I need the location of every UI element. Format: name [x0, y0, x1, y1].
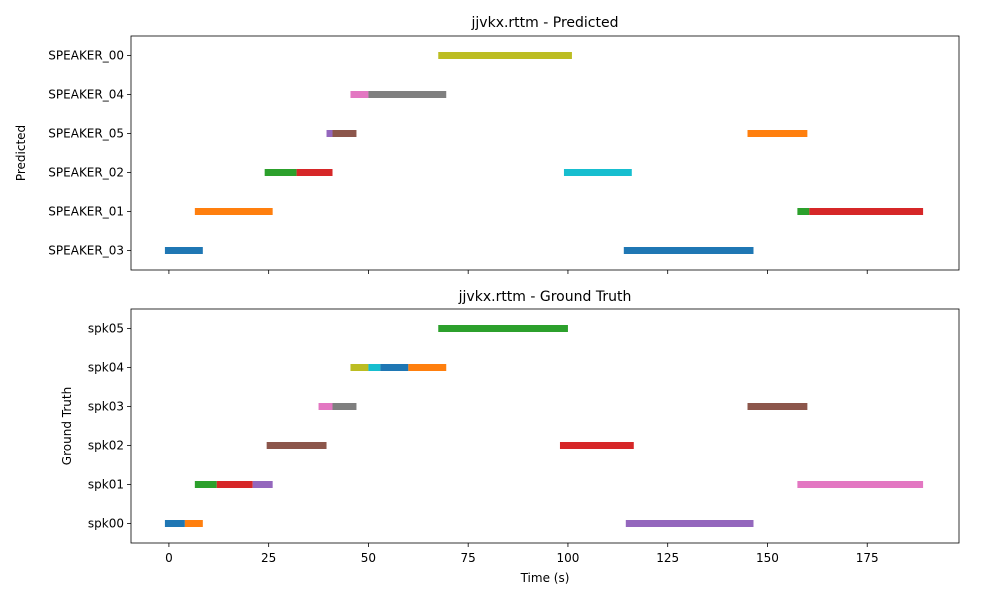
ground-truth-ytick-label-spk00: spk00: [88, 517, 124, 531]
ground-truth-segment-spk04-9: [368, 364, 381, 371]
ground-truth-title: jjvkx.rttm - Ground Truth: [458, 289, 632, 305]
predicted-panel: jjvkx.rttm - Predicted Predicted SPEAKER…: [14, 15, 960, 274]
predicted-y-ticks: SPEAKER_03 SPEAKER_01 SPEAKER_02 SPEAKER_05…: [48, 49, 131, 258]
ground-truth-y-ticks: spk00 spk01 spk02 spk03 spk04 spk05: [88, 322, 131, 531]
predicted-axes-frame: [130, 35, 960, 271]
ground-truth-segment-spk00-1: [184, 520, 203, 527]
ground-truth-xtick-label-25: 25: [261, 551, 276, 565]
ground-truth-segment-spk03-15: [747, 403, 808, 410]
ground-truth-segment-spk03-7: [332, 403, 357, 410]
predicted-segment-speaker-03-0: [164, 247, 203, 254]
ground-truth-segment-spk02-5: [266, 442, 327, 449]
ground-truth-ylabel: Ground Truth: [60, 387, 74, 465]
predicted-title: jjvkx.rttm - Predicted: [471, 15, 619, 31]
predicted-x-ticks: [168, 270, 868, 274]
ground-truth-segments: [164, 325, 924, 527]
ground-truth-xtick-label-150: 150: [756, 551, 779, 565]
ground-truth-segment-spk01-3: [216, 481, 253, 488]
ground-truth-axes-frame: [130, 308, 960, 544]
predicted-segment-speaker-00-8: [438, 52, 572, 59]
predicted-segment-speaker-05-4: [326, 130, 333, 137]
ground-truth-segment-spk05-12: [438, 325, 568, 332]
ground-truth-x-ticks: 0 25 50 75 100 125 150 175: [165, 543, 879, 565]
ground-truth-ytick-label-spk03: spk03: [88, 400, 124, 414]
predicted-segment-speaker-03-10: [623, 247, 754, 254]
ground-truth-segment-spk04-8: [350, 364, 369, 371]
predicted-segment-speaker-01-12: [797, 208, 810, 215]
ground-truth-xtick-label-0: 0: [165, 551, 173, 565]
ground-truth-segment-spk04-10: [380, 364, 409, 371]
ground-truth-xtick-label-100: 100: [556, 551, 579, 565]
predicted-segment-speaker-01-1: [194, 208, 273, 215]
predicted-ytick-label-speaker-00: SPEAKER_00: [48, 49, 124, 63]
predicted-segment-speaker-01-13: [809, 208, 924, 215]
predicted-ytick-label-speaker-05: SPEAKER_05: [48, 127, 124, 141]
predicted-segment-speaker-02-2: [264, 169, 297, 176]
ground-truth-ytick-label-spk04: spk04: [88, 361, 124, 375]
predicted-ytick-label-speaker-01: SPEAKER_01: [48, 205, 124, 219]
ground-truth-xlabel: Time (s): [520, 571, 570, 585]
predicted-segment-speaker-04-6: [350, 91, 369, 98]
ground-truth-panel: jjvkx.rttm - Ground Truth Ground Truth T…: [60, 289, 960, 585]
ground-truth-segment-spk02-13: [559, 442, 634, 449]
ground-truth-ytick-label-spk05: spk05: [88, 322, 124, 336]
ground-truth-segment-spk03-6: [318, 403, 333, 410]
ground-truth-segment-spk01-2: [194, 481, 217, 488]
ground-truth-xtick-label-50: 50: [361, 551, 376, 565]
ground-truth-xtick-label-75: 75: [461, 551, 476, 565]
ground-truth-segment-spk04-11: [408, 364, 447, 371]
ground-truth-xtick-label-125: 125: [656, 551, 679, 565]
ground-truth-segment-spk00-0: [164, 520, 185, 527]
ground-truth-segment-spk01-4: [252, 481, 273, 488]
predicted-segment-speaker-05-5: [332, 130, 357, 137]
ground-truth-ytick-label-spk01: spk01: [88, 478, 124, 492]
predicted-segments: [164, 52, 924, 254]
predicted-ytick-label-speaker-02: SPEAKER_02: [48, 166, 124, 180]
predicted-segment-speaker-02-3: [296, 169, 333, 176]
predicted-ytick-label-speaker-03: SPEAKER_03: [48, 244, 124, 258]
predicted-segment-speaker-04-7: [368, 91, 447, 98]
ground-truth-xtick-label-175: 175: [856, 551, 879, 565]
predicted-segment-speaker-02-9: [563, 169, 632, 176]
ground-truth-ytick-label-spk02: spk02: [88, 439, 124, 453]
ground-truth-segment-spk00-14: [625, 520, 754, 527]
predicted-ylabel: Predicted: [14, 125, 28, 181]
predicted-segment-speaker-05-11: [747, 130, 808, 137]
ground-truth-segment-spk01-16: [797, 481, 924, 488]
predicted-ytick-label-speaker-04: SPEAKER_04: [48, 88, 124, 102]
